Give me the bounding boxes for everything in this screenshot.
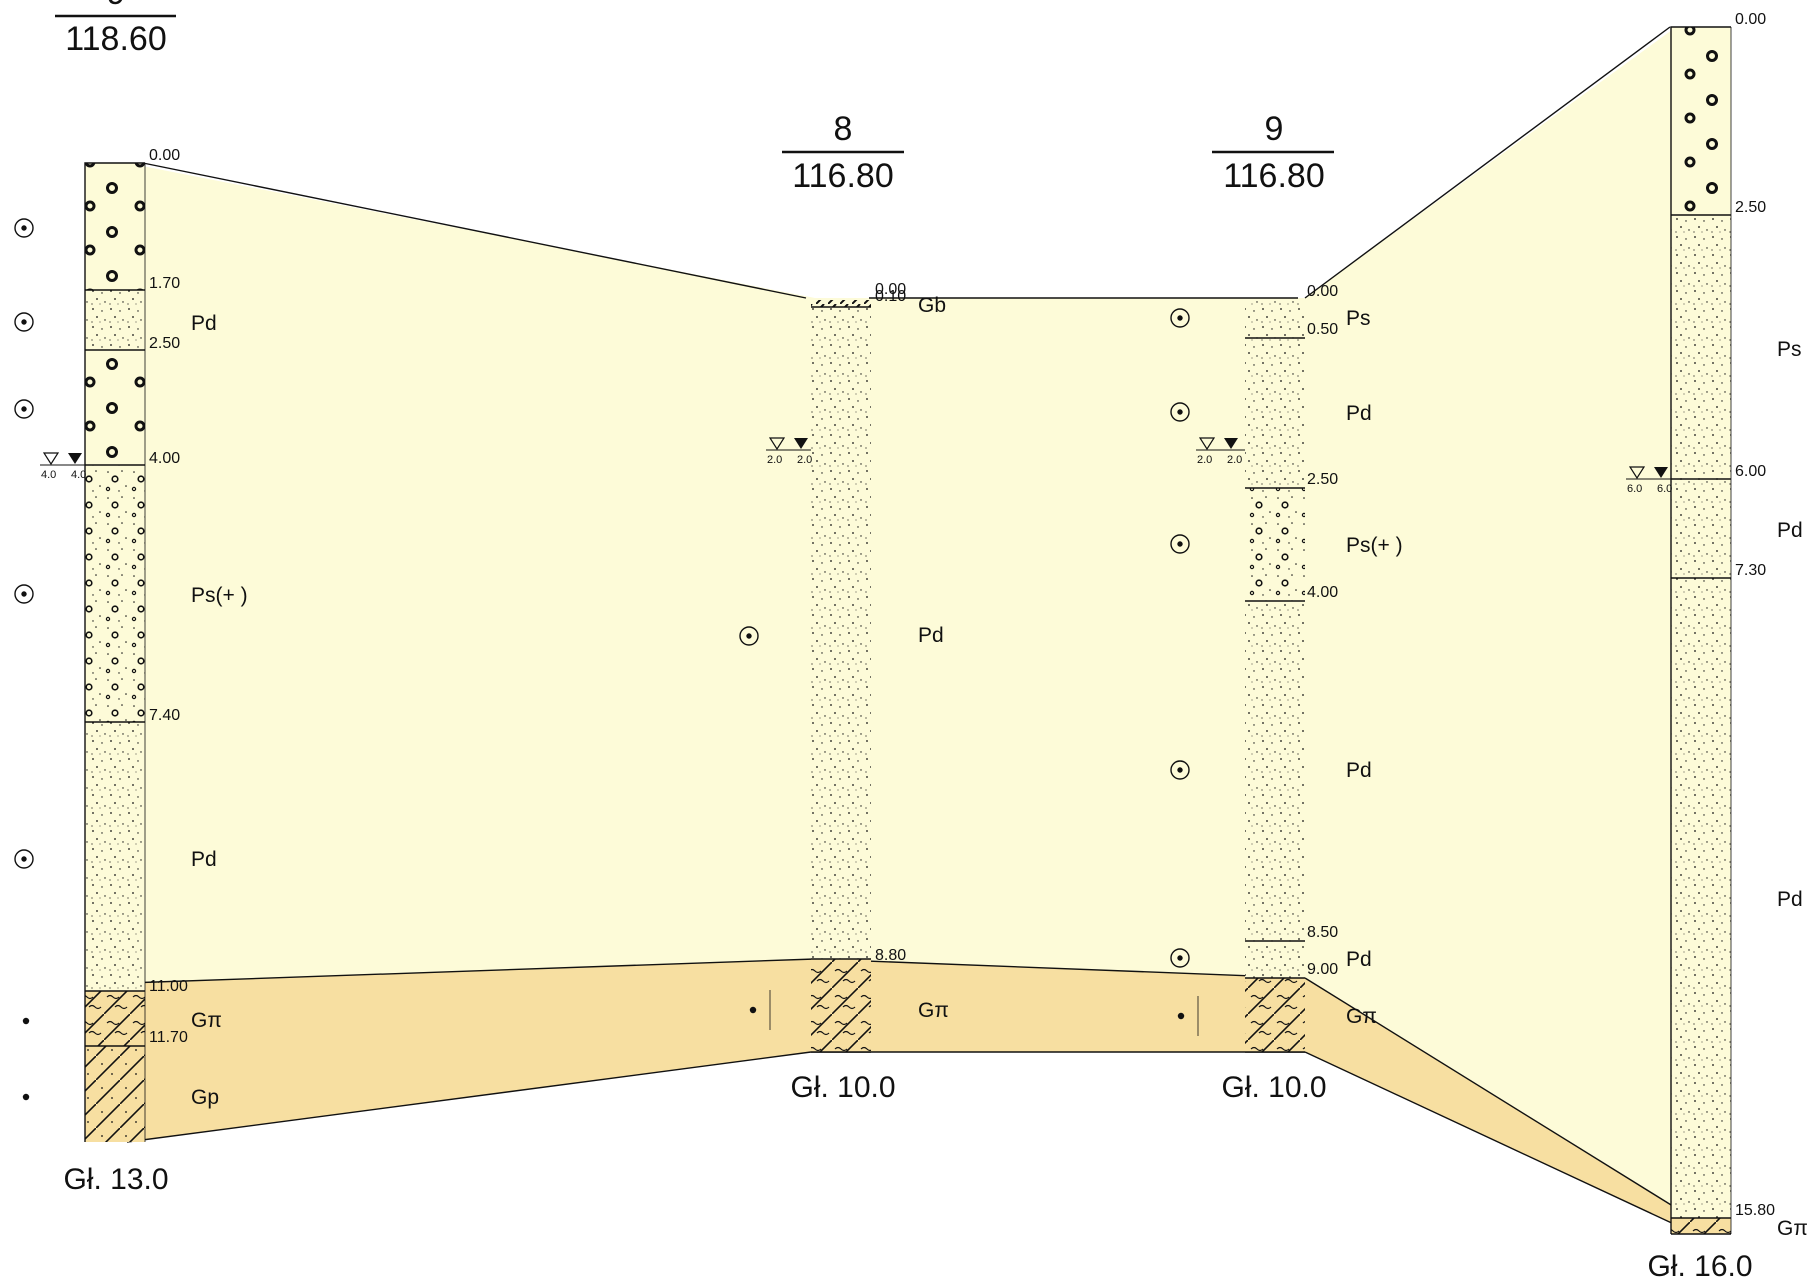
total-depth-label: Gł. 10.0 <box>1221 1071 1326 1104</box>
soil-label: Ps(+ ) <box>191 584 248 607</box>
groundwater-marker: 6.0 6.0 <box>1626 466 1672 495</box>
svg-text:2.0: 2.0 <box>1227 454 1242 466</box>
soil-label: Gπ <box>191 1009 222 1032</box>
soil-label: Pd <box>1346 402 1372 425</box>
svg-text:6.0: 6.0 <box>1627 483 1642 495</box>
layer-gravelly-sand <box>1245 488 1305 601</box>
sample-marker-icons <box>14 218 34 1101</box>
soil-label: Pd <box>1346 948 1372 971</box>
soil-label: Ps <box>1346 307 1371 330</box>
layer-gravelly-sand <box>85 465 145 722</box>
soil-label: Gπ <box>1346 1005 1377 1028</box>
layer-fine-sand <box>85 722 145 991</box>
svg-text:6.0: 6.0 <box>1657 483 1672 495</box>
depth-label: 0.10 <box>875 288 906 305</box>
svg-text:2.0: 2.0 <box>797 454 812 466</box>
total-depth-label: Gł. 16.0 <box>1647 1250 1752 1283</box>
total-depth-label: Gł. 10.0 <box>790 1071 895 1104</box>
soil-label: Pd <box>1777 888 1803 911</box>
soil-label: Gπ <box>1777 1217 1808 1240</box>
soil-label: Pd <box>918 624 944 647</box>
layer-fine-sand <box>1671 578 1731 1218</box>
depth-label: 7.30 <box>1735 562 1766 579</box>
layer-fine-sand <box>811 307 871 959</box>
depth-label: 0.00 <box>875 281 906 298</box>
layer-silty-clay <box>1245 978 1305 1052</box>
sample-marker-icons <box>1170 308 1199 1036</box>
borehole-elevation: 116.80 <box>792 157 893 195</box>
depth-label: 6.00 <box>1735 463 1766 480</box>
borehole-9: 9 116.80 0.00 0.50 2.50 4.00 8.50 9.00 P… <box>1170 110 1403 1104</box>
svg-text:4.0: 4.0 <box>71 469 86 481</box>
sample-marker-icons <box>739 626 771 1030</box>
borehole-number: 8 <box>834 110 853 148</box>
soil-label: Pd <box>1346 759 1372 782</box>
borehole-number: 9 <box>1265 110 1284 148</box>
soil-label: Ps <box>1777 338 1802 361</box>
soil-label: Pd <box>191 848 217 871</box>
borehole-right: 0.00 2.50 6.00 7.30 15.80 Ps Pd Pd Gπ 6.… <box>1626 11 1808 1283</box>
layer-silty-clay <box>85 991 145 1046</box>
layer-silty-clay <box>1671 1218 1731 1234</box>
depth-label: 2.50 <box>1735 199 1766 216</box>
layer-medium-sand <box>1245 300 1305 338</box>
layer-topsoil <box>811 300 871 307</box>
borehole-left: 9 118.60 0.00 1.70 2.50 4.00 7.40 11.00 … <box>14 0 248 1196</box>
soil-label: Gp <box>191 1086 219 1109</box>
depth-label: 1.70 <box>149 275 180 292</box>
depth-label: 2.50 <box>149 335 180 352</box>
svg-text:2.0: 2.0 <box>1197 454 1212 466</box>
svg-text:2.0: 2.0 <box>767 454 782 466</box>
depth-label: 0.00 <box>1735 11 1766 28</box>
layer-fine-sand <box>1245 338 1305 488</box>
layer-fill <box>85 163 145 290</box>
layer-fill <box>1671 27 1731 215</box>
soil-label: Gb <box>918 294 946 317</box>
layer-silty-clay <box>811 959 871 1052</box>
depth-label: 0.00 <box>149 147 180 164</box>
depth-label: 9.00 <box>1307 961 1338 978</box>
groundwater-marker: 4.0 4.0 <box>40 452 86 481</box>
depth-label: 7.40 <box>149 707 180 724</box>
soil-label: Ps(+ ) <box>1346 534 1403 557</box>
soil-label: Pd <box>191 312 217 335</box>
groundwater-marker: 2.0 2.0 <box>1196 437 1245 466</box>
depth-label: 11.70 <box>149 1029 188 1046</box>
borehole-elevation: 116.80 <box>1223 157 1324 195</box>
depth-label: 4.00 <box>1307 584 1338 601</box>
depth-label: 4.00 <box>149 450 180 467</box>
svg-text:4.0: 4.0 <box>41 469 56 481</box>
depth-label: 8.50 <box>1307 924 1338 941</box>
borehole-elevation: 118.60 <box>65 20 166 58</box>
soil-label: Gπ <box>918 999 949 1022</box>
total-depth-label: Gł. 13.0 <box>63 1163 168 1196</box>
borehole-number: 9 <box>107 0 126 12</box>
layer-fine-sand <box>1671 479 1731 578</box>
layer-fine-sand <box>85 290 145 350</box>
correlation-lines <box>126 26 1677 1226</box>
borehole-8: 8 116.80 0.00 0.10 8.80 Gb Pd Gπ 2.0 2.0 <box>739 110 949 1104</box>
depth-label: 8.80 <box>875 947 906 964</box>
depth-label: 2.50 <box>1307 471 1338 488</box>
depth-label: 0.00 <box>1307 283 1338 300</box>
depth-label: 0.50 <box>1307 321 1338 338</box>
layer-fine-sand <box>1245 941 1305 978</box>
groundwater-marker: 2.0 2.0 <box>766 437 812 466</box>
layer-sandy-clay <box>85 1046 145 1142</box>
layer-fine-sand <box>1245 601 1305 941</box>
depth-label: 15.80 <box>1735 1202 1775 1219</box>
soil-label: Pd <box>1777 519 1803 542</box>
depth-label: 11.00 <box>149 978 188 995</box>
layer-medium-sand <box>1671 215 1731 479</box>
layer-fill <box>85 350 145 465</box>
